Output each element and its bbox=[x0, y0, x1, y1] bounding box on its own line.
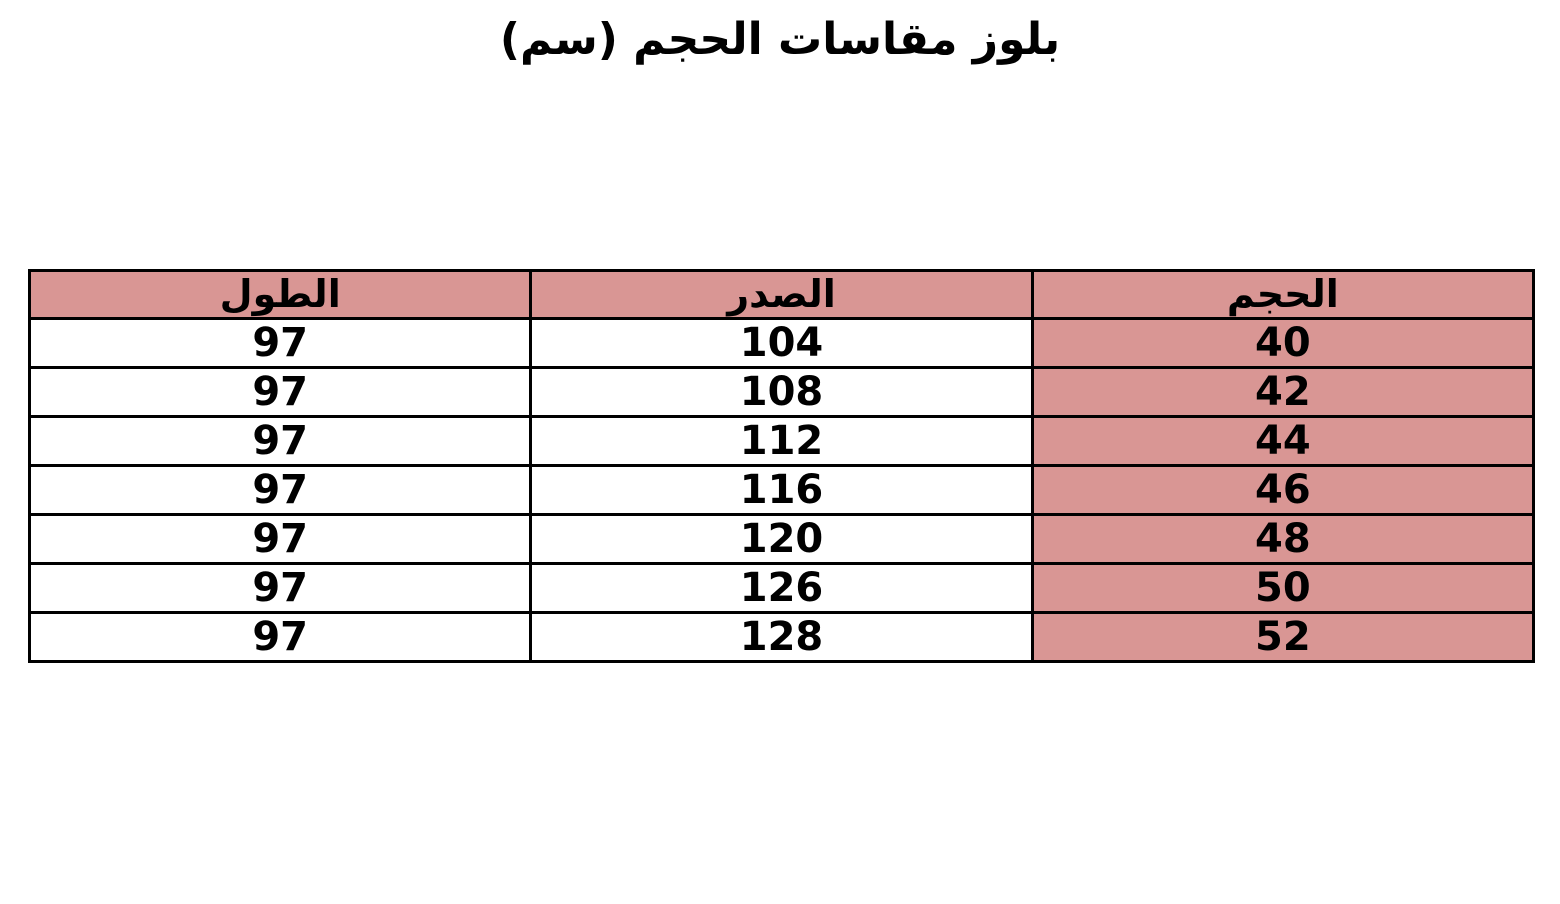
table-row: 40 104 97 bbox=[27, 317, 1536, 369]
cell-length: 97 bbox=[27, 513, 533, 565]
cell-length: 97 bbox=[27, 611, 533, 663]
column-header-size: الحجم bbox=[1030, 269, 1536, 320]
size-chart-table: الحجم الصدر الطول 40 104 97 42 108 97 44… bbox=[27, 269, 1536, 663]
table-row: 52 128 97 bbox=[27, 611, 1536, 663]
cell-chest: 120 bbox=[529, 513, 1034, 565]
table-row: 42 108 97 bbox=[27, 366, 1536, 418]
cell-size: 42 bbox=[1030, 366, 1536, 418]
header-row: الحجم الصدر الطول bbox=[27, 269, 1536, 320]
table-row: 50 126 97 bbox=[27, 562, 1536, 614]
cell-length: 97 bbox=[27, 464, 533, 516]
table-row: 48 120 97 bbox=[27, 513, 1536, 565]
cell-length: 97 bbox=[27, 317, 533, 369]
cell-chest: 116 bbox=[529, 464, 1034, 516]
cell-length: 97 bbox=[27, 366, 533, 418]
cell-chest: 128 bbox=[529, 611, 1034, 663]
cell-size: 48 bbox=[1030, 513, 1536, 565]
cell-size: 40 bbox=[1030, 317, 1536, 369]
cell-chest: 104 bbox=[529, 317, 1034, 369]
cell-chest: 108 bbox=[529, 366, 1034, 418]
cell-chest: 126 bbox=[529, 562, 1034, 614]
cell-size: 46 bbox=[1030, 464, 1536, 516]
column-header-chest: الصدر bbox=[529, 269, 1034, 320]
table-row: 46 116 97 bbox=[27, 464, 1536, 516]
table-row: 44 112 97 bbox=[27, 415, 1536, 467]
cell-size: 50 bbox=[1030, 562, 1536, 614]
cell-size: 52 bbox=[1030, 611, 1536, 663]
column-header-length: الطول bbox=[27, 269, 533, 320]
cell-chest: 112 bbox=[529, 415, 1034, 467]
page-title: بلوز مقاسات الحجم (سم) bbox=[499, 14, 1061, 65]
cell-length: 97 bbox=[27, 415, 533, 467]
cell-length: 97 bbox=[27, 562, 533, 614]
cell-size: 44 bbox=[1030, 415, 1536, 467]
